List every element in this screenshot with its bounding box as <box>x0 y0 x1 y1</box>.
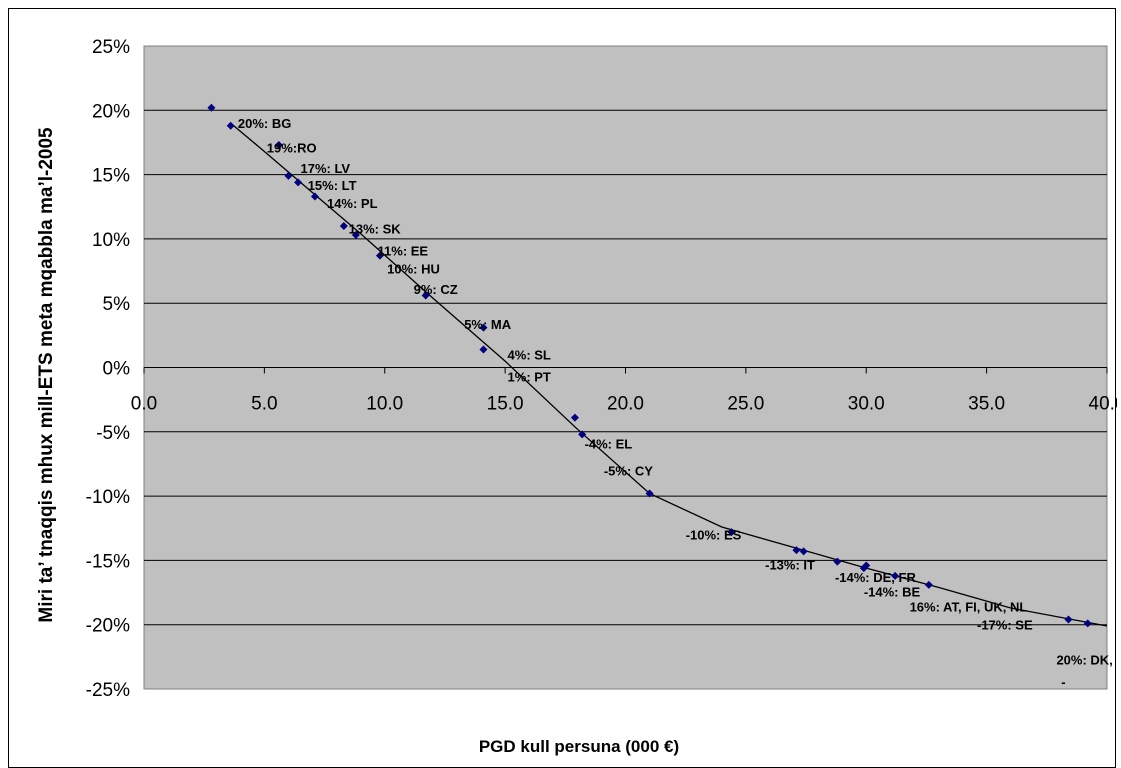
data-label: -13%: IT <box>765 557 815 572</box>
y-tick-label: 5% <box>103 294 131 315</box>
y-tick-label: -25% <box>86 680 130 701</box>
y-tick-label: 25% <box>92 37 130 58</box>
data-label: 4%: SL <box>508 348 551 363</box>
data-label: 17%: LV <box>300 161 350 176</box>
data-label: -14%: BE <box>864 584 921 599</box>
data-label: 16%: AT, FI, UK, NL <box>910 600 1028 615</box>
data-label: 14%: PL <box>327 196 378 211</box>
data-label: -14%: DE, FR <box>835 570 917 585</box>
x-tick-label: 15.0 <box>487 394 524 415</box>
data-label: 19%:RO <box>267 141 317 156</box>
data-label: -10%: ES <box>686 528 742 543</box>
data-label: 20%: BG <box>238 116 291 131</box>
x-tick-label: 0.0 <box>131 394 157 415</box>
x-tick-label: 30.0 <box>848 394 885 415</box>
data-label: - <box>1061 674 1065 689</box>
x-tick-label: 20.0 <box>607 394 644 415</box>
y-tick-label: -5% <box>96 423 130 444</box>
y-tick-label: -10% <box>86 487 130 508</box>
y-tick-label: 0% <box>103 359 131 380</box>
data-label: 10%: HU <box>387 261 440 276</box>
data-label: 1%: PT <box>508 370 551 385</box>
x-axis-title: PGD kull persuna (000 €) <box>339 737 819 757</box>
data-label: -5%: CY <box>604 463 653 478</box>
y-tick-labels: 25% 20% 15% 10% 5% 0% -5% -10% -15% -20% -25% <box>86 37 130 701</box>
chart-frame: 0.0 5.0 10.0 15.0 20.0 25.0 30.0 35.0 40.0 25% 20… <box>8 8 1116 768</box>
data-label: 11%: EE <box>378 243 429 258</box>
data-label: -17%: SE <box>977 618 1033 633</box>
data-label: 9%: CZ <box>414 282 458 297</box>
data-label: 13%: SK <box>349 222 402 237</box>
data-label: -4%: EL <box>585 436 633 451</box>
y-tick-label: -15% <box>86 551 130 572</box>
x-tick-label: 10.0 <box>366 394 403 415</box>
x-tick-label: 40.0 <box>1089 394 1117 415</box>
x-tick-label: 5.0 <box>251 394 277 415</box>
y-tick-label: 20% <box>92 101 130 122</box>
y-tick-label: 15% <box>92 166 130 187</box>
x-tick-label: 25.0 <box>727 394 764 415</box>
y-tick-label: 10% <box>92 230 130 251</box>
data-label: 5%: MA <box>464 317 512 332</box>
y-axis-title: Miri ta’ tnaqqis mhux mill-ETS meta mqab… <box>36 15 58 735</box>
data-label: 15%: LT <box>308 178 357 193</box>
data-label: 20%: DK, IE, LU <box>1056 652 1117 667</box>
x-tick-label: 35.0 <box>968 394 1005 415</box>
scatter-plot: 0.0 5.0 10.0 15.0 20.0 25.0 30.0 35.0 40.0 25% 20… <box>9 9 1117 759</box>
y-tick-label: -20% <box>86 616 130 637</box>
